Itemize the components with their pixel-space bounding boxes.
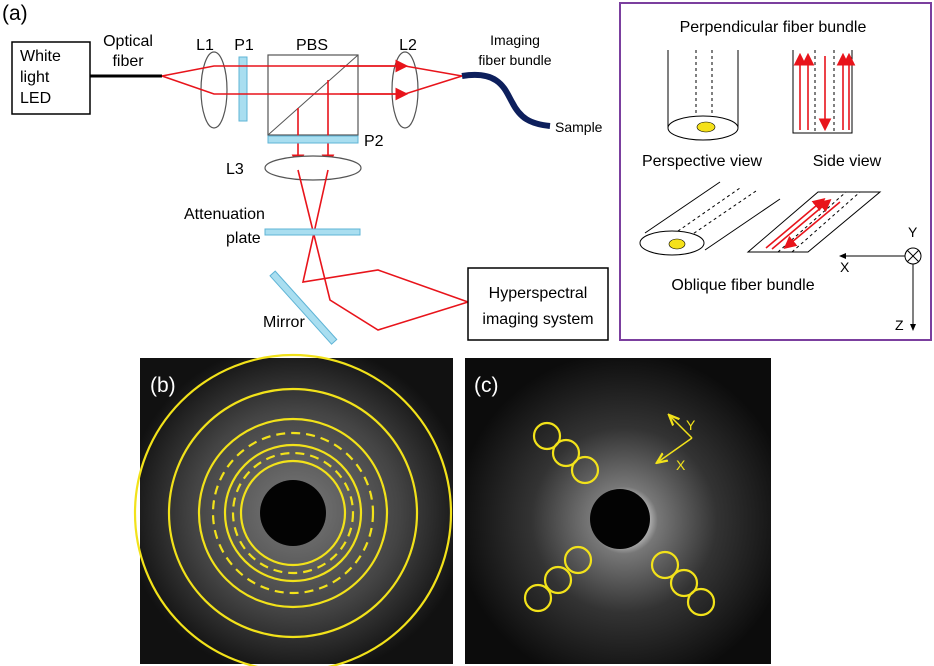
fiber-core-end bbox=[697, 122, 715, 132]
p1-label: P1 bbox=[234, 37, 254, 54]
axis-label: Z bbox=[895, 317, 904, 333]
fiber-hole bbox=[260, 480, 326, 546]
view-label: Side view bbox=[813, 153, 882, 170]
l1-label: L1 bbox=[196, 37, 214, 54]
bundle-label: fiber bundle bbox=[478, 52, 551, 68]
led-label: White bbox=[20, 48, 61, 65]
beam bbox=[298, 170, 468, 330]
figure: (a) White light LED Optical fiber L1 P1 … bbox=[0, 0, 934, 666]
pbs-diagonal bbox=[268, 55, 358, 135]
inset-title: Perpendicular fiber bundle bbox=[680, 19, 867, 36]
attenuation-label: plate bbox=[226, 230, 261, 247]
sample-label: Sample bbox=[555, 119, 603, 135]
hyperspectral-box bbox=[468, 268, 608, 340]
fiber-label: Optical bbox=[103, 33, 153, 50]
panel-label: (c) bbox=[474, 374, 499, 397]
imaging-fiber-bundle bbox=[462, 75, 550, 126]
bundle-label: Imaging bbox=[490, 32, 540, 48]
panel-label: (b) bbox=[150, 374, 176, 397]
p2-label: P2 bbox=[364, 133, 384, 150]
panel-label: (a) bbox=[2, 2, 28, 25]
hyperspectral-label: imaging system bbox=[482, 311, 593, 328]
beam bbox=[303, 170, 468, 302]
pbs-label: PBS bbox=[296, 37, 328, 54]
led-label: light bbox=[20, 69, 50, 86]
axis-label: X bbox=[840, 259, 850, 275]
lens-l2 bbox=[392, 52, 418, 128]
l3-label: L3 bbox=[226, 161, 244, 178]
mirror-label: Mirror bbox=[263, 314, 305, 331]
fiber-hole bbox=[590, 489, 650, 549]
lens-l1 bbox=[201, 52, 227, 128]
lens-l3 bbox=[265, 156, 361, 180]
polarizer-p2 bbox=[268, 136, 358, 143]
fiber-core-end bbox=[669, 239, 685, 249]
led-label: LED bbox=[20, 90, 51, 107]
attenuation-plate bbox=[265, 229, 360, 235]
l2-label: L2 bbox=[399, 37, 417, 54]
axis-label: Y bbox=[908, 224, 918, 240]
axis-label: X bbox=[676, 457, 686, 473]
view-label: Perspective view bbox=[642, 153, 762, 170]
axis-label: Y bbox=[686, 417, 696, 433]
fiber-label: fiber bbox=[112, 53, 144, 70]
attenuation-label: Attenuation bbox=[184, 206, 265, 223]
hyperspectral-label: Hyperspectral bbox=[489, 285, 588, 302]
inset-subtitle: Oblique fiber bundle bbox=[671, 277, 814, 294]
